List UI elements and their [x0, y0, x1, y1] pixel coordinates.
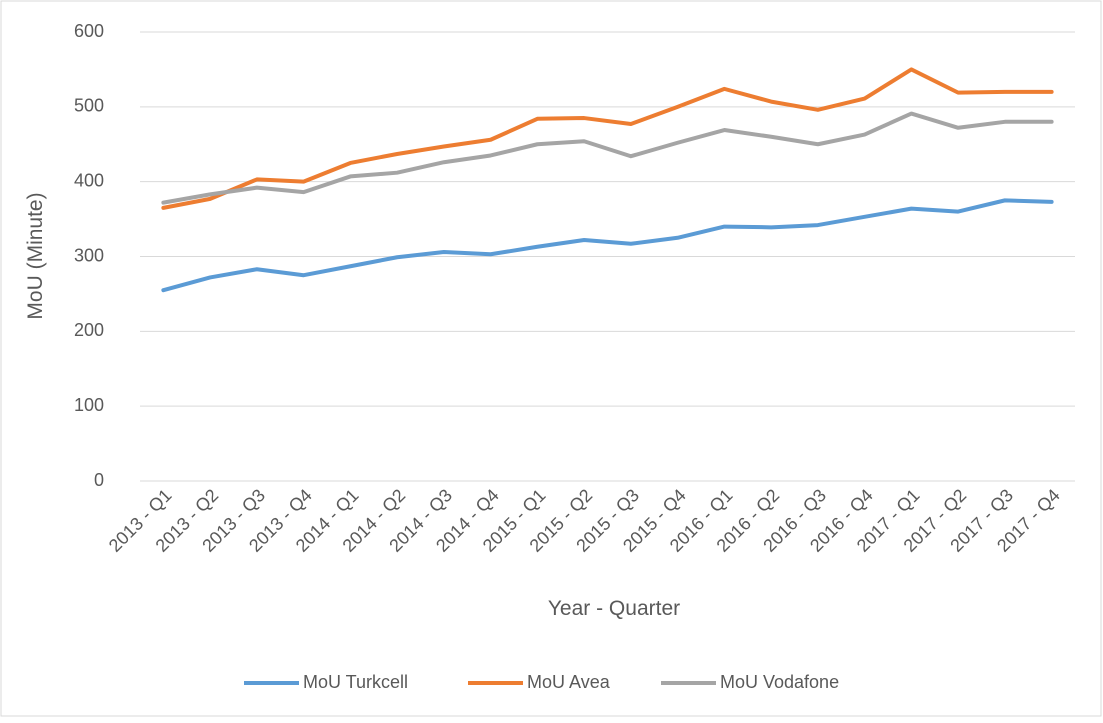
line: [161, 67, 1054, 210]
y-axis-title: MoU (Minute): [24, 192, 47, 319]
legend-label: MoU Vodafone: [720, 672, 839, 692]
line: [161, 111, 1054, 205]
legend-label: MoU Avea: [527, 672, 611, 692]
y-tick-label: 400: [74, 170, 104, 190]
y-tick-label: 500: [74, 96, 104, 116]
y-tick-label: 200: [74, 320, 104, 340]
y-tick-label: 100: [74, 395, 104, 415]
legend-label: MoU Turkcell: [303, 672, 408, 692]
y-tick-label: 600: [74, 21, 104, 41]
x-axis-title: Year - Quarter: [548, 597, 680, 620]
line: [161, 198, 1054, 293]
y-tick-label: 300: [74, 245, 104, 265]
y-tick-label: 0: [94, 470, 104, 490]
